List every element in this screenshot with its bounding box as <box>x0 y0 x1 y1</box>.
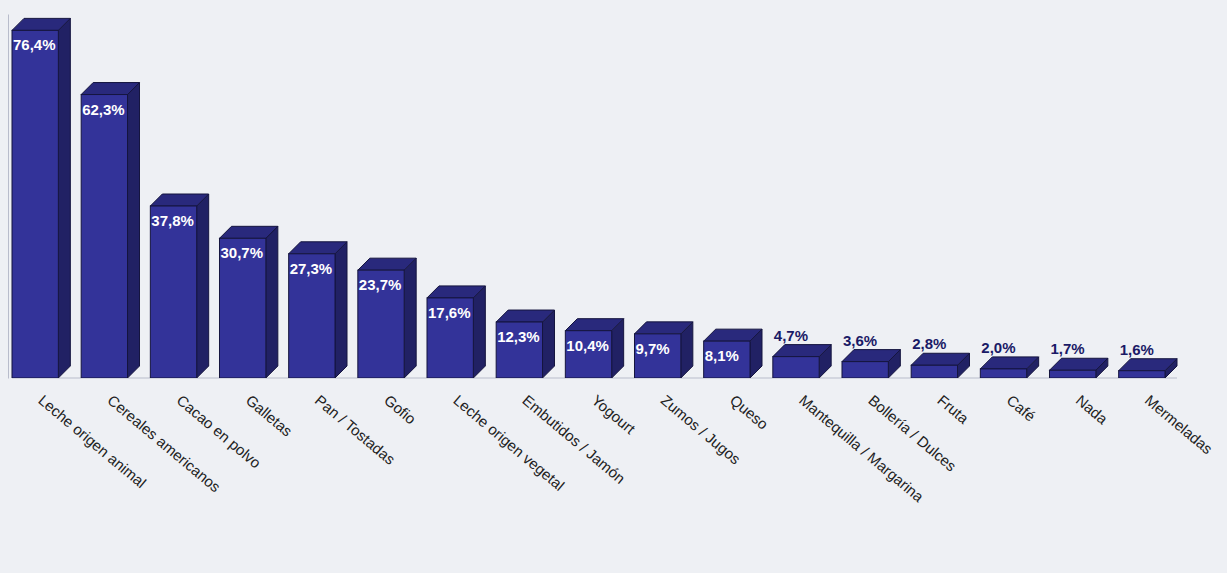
bar-group <box>1049 358 1107 378</box>
bars <box>12 18 1177 378</box>
bar-group <box>911 353 969 378</box>
data-label: 1,7% <box>1050 340 1084 357</box>
bar-side <box>58 18 70 378</box>
x-tick-label: Gofio <box>381 391 419 427</box>
bar-top <box>358 258 416 270</box>
bar <box>150 206 196 378</box>
data-label: 3,6% <box>843 332 877 349</box>
x-tick-label: Fruta <box>934 391 972 427</box>
bar-group <box>81 83 139 378</box>
bar-side <box>266 226 278 378</box>
bar-top <box>704 329 762 341</box>
data-labels: 76,4% 62,3% 37,8% 30,7% 27,3% 23,7% 17,6% 12,3%… <box>13 36 1154 364</box>
bar-group <box>289 242 347 378</box>
bar <box>289 254 335 378</box>
bar <box>1049 370 1095 378</box>
bar <box>12 30 58 378</box>
bar-group <box>842 350 900 378</box>
x-tick-label: Mantequilla / Margarina <box>796 391 928 505</box>
data-label: 37,8% <box>151 212 194 229</box>
bar <box>634 334 680 378</box>
bar-top <box>12 18 70 30</box>
bar <box>219 238 265 378</box>
bar-group <box>427 286 485 378</box>
bar-side <box>197 194 209 378</box>
data-label: 4,7% <box>774 327 808 344</box>
data-label: 76,4% <box>13 36 56 53</box>
bar-side <box>473 286 485 378</box>
data-label: 2,0% <box>981 339 1015 356</box>
x-tick-label: Galletas <box>243 391 296 439</box>
bar <box>565 331 611 378</box>
bar-top <box>496 310 554 322</box>
bar-top <box>1049 358 1107 370</box>
bar-side <box>128 83 140 378</box>
x-tick-label: Mermeladas <box>1142 391 1216 457</box>
x-tick-label: Nada <box>1073 391 1112 427</box>
bar <box>81 95 127 378</box>
x-tick-label: Cereales americanos <box>104 391 224 495</box>
x-axis: Leche origen animalCereales americanosCa… <box>35 391 1216 505</box>
bar-top <box>634 322 692 334</box>
bar-group <box>980 357 1038 378</box>
bar-top <box>565 319 623 331</box>
bar-top <box>911 353 969 365</box>
bar-top <box>980 357 1038 369</box>
y-axis <box>8 15 9 379</box>
bar-group <box>496 310 554 378</box>
bar <box>704 341 750 378</box>
x-tick-label: Leche origen vegetal <box>450 391 568 494</box>
bar-group <box>634 322 692 378</box>
bar-group <box>704 329 762 378</box>
bar-group <box>219 226 277 378</box>
data-label: 12,3% <box>497 328 540 345</box>
bar <box>427 298 473 378</box>
bar-top <box>150 194 208 206</box>
bar-top <box>773 345 831 357</box>
data-label: 17,6% <box>428 304 471 321</box>
data-label: 30,7% <box>220 244 263 261</box>
data-label: 23,7% <box>359 276 402 293</box>
bar <box>911 365 957 378</box>
y-axis-line <box>8 15 9 379</box>
bar-side <box>335 242 347 378</box>
bar-top <box>219 226 277 238</box>
data-label: 27,3% <box>290 260 333 277</box>
bar <box>1119 371 1165 378</box>
chart: 76,4% 62,3% 37,8% 30,7% 27,3% 23,7% 17,6% 12,3%… <box>0 0 1227 573</box>
bar-top <box>427 286 485 298</box>
bar-side <box>404 258 416 378</box>
data-label: 62,3% <box>82 101 125 118</box>
bar <box>980 369 1026 378</box>
x-tick-label: Café <box>1004 391 1039 424</box>
data-label: 8,1% <box>705 347 739 364</box>
bar-group <box>12 18 70 378</box>
bar <box>773 357 819 378</box>
data-label: 1,6% <box>1120 341 1154 358</box>
bar-group <box>150 194 208 378</box>
bar-top <box>842 350 900 362</box>
x-tick-label: Queso <box>727 391 772 432</box>
data-label: 9,7% <box>635 340 669 357</box>
bar-group <box>773 345 831 378</box>
bar <box>496 322 542 378</box>
bar-group <box>565 319 623 378</box>
bar <box>842 362 888 378</box>
x-tick-label: Yogourt <box>589 391 640 437</box>
bar-top <box>1119 359 1177 371</box>
data-label: 10,4% <box>566 337 609 354</box>
bar-top <box>81 83 139 95</box>
bar <box>358 270 404 378</box>
bar-group <box>1119 359 1177 378</box>
data-label: 2,8% <box>912 335 946 352</box>
bar-top <box>289 242 347 254</box>
bar-group <box>358 258 416 378</box>
